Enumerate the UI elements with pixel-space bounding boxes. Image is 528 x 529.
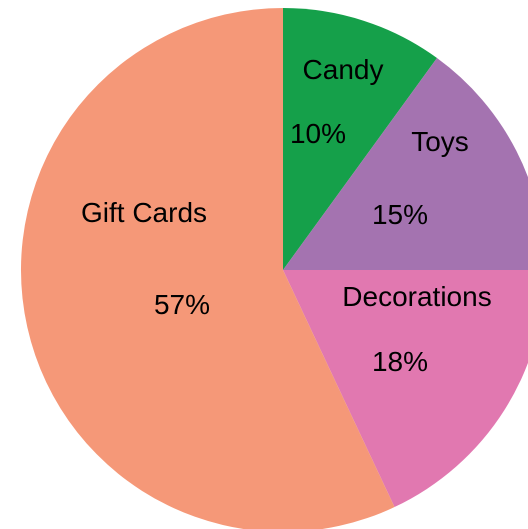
pie-slice-decorations [283, 270, 528, 508]
slice-value-decorations: 18% [372, 346, 428, 377]
slice-label-candy: Candy [303, 54, 384, 85]
label-group-toys: Toys 15% [372, 126, 469, 230]
slice-label-decorations: Decorations [342, 281, 491, 312]
pie-slice-toys [283, 58, 528, 270]
slice-value-toys: 15% [372, 199, 428, 230]
slice-label-toys: Toys [411, 126, 469, 157]
label-group-candy: Candy 10% [290, 54, 383, 149]
label-group-gift-cards: Gift Cards 57% [81, 197, 210, 320]
label-group-decorations: Decorations 18% [342, 281, 491, 377]
pie-slices [21, 8, 528, 529]
slice-value-candy: 10% [290, 118, 346, 149]
pie-slice-candy [283, 8, 437, 270]
slice-label-gift-cards: Gift Cards [81, 197, 207, 228]
pie-slice-gift-cards [21, 8, 395, 529]
slice-value-gift-cards: 57% [154, 289, 210, 320]
